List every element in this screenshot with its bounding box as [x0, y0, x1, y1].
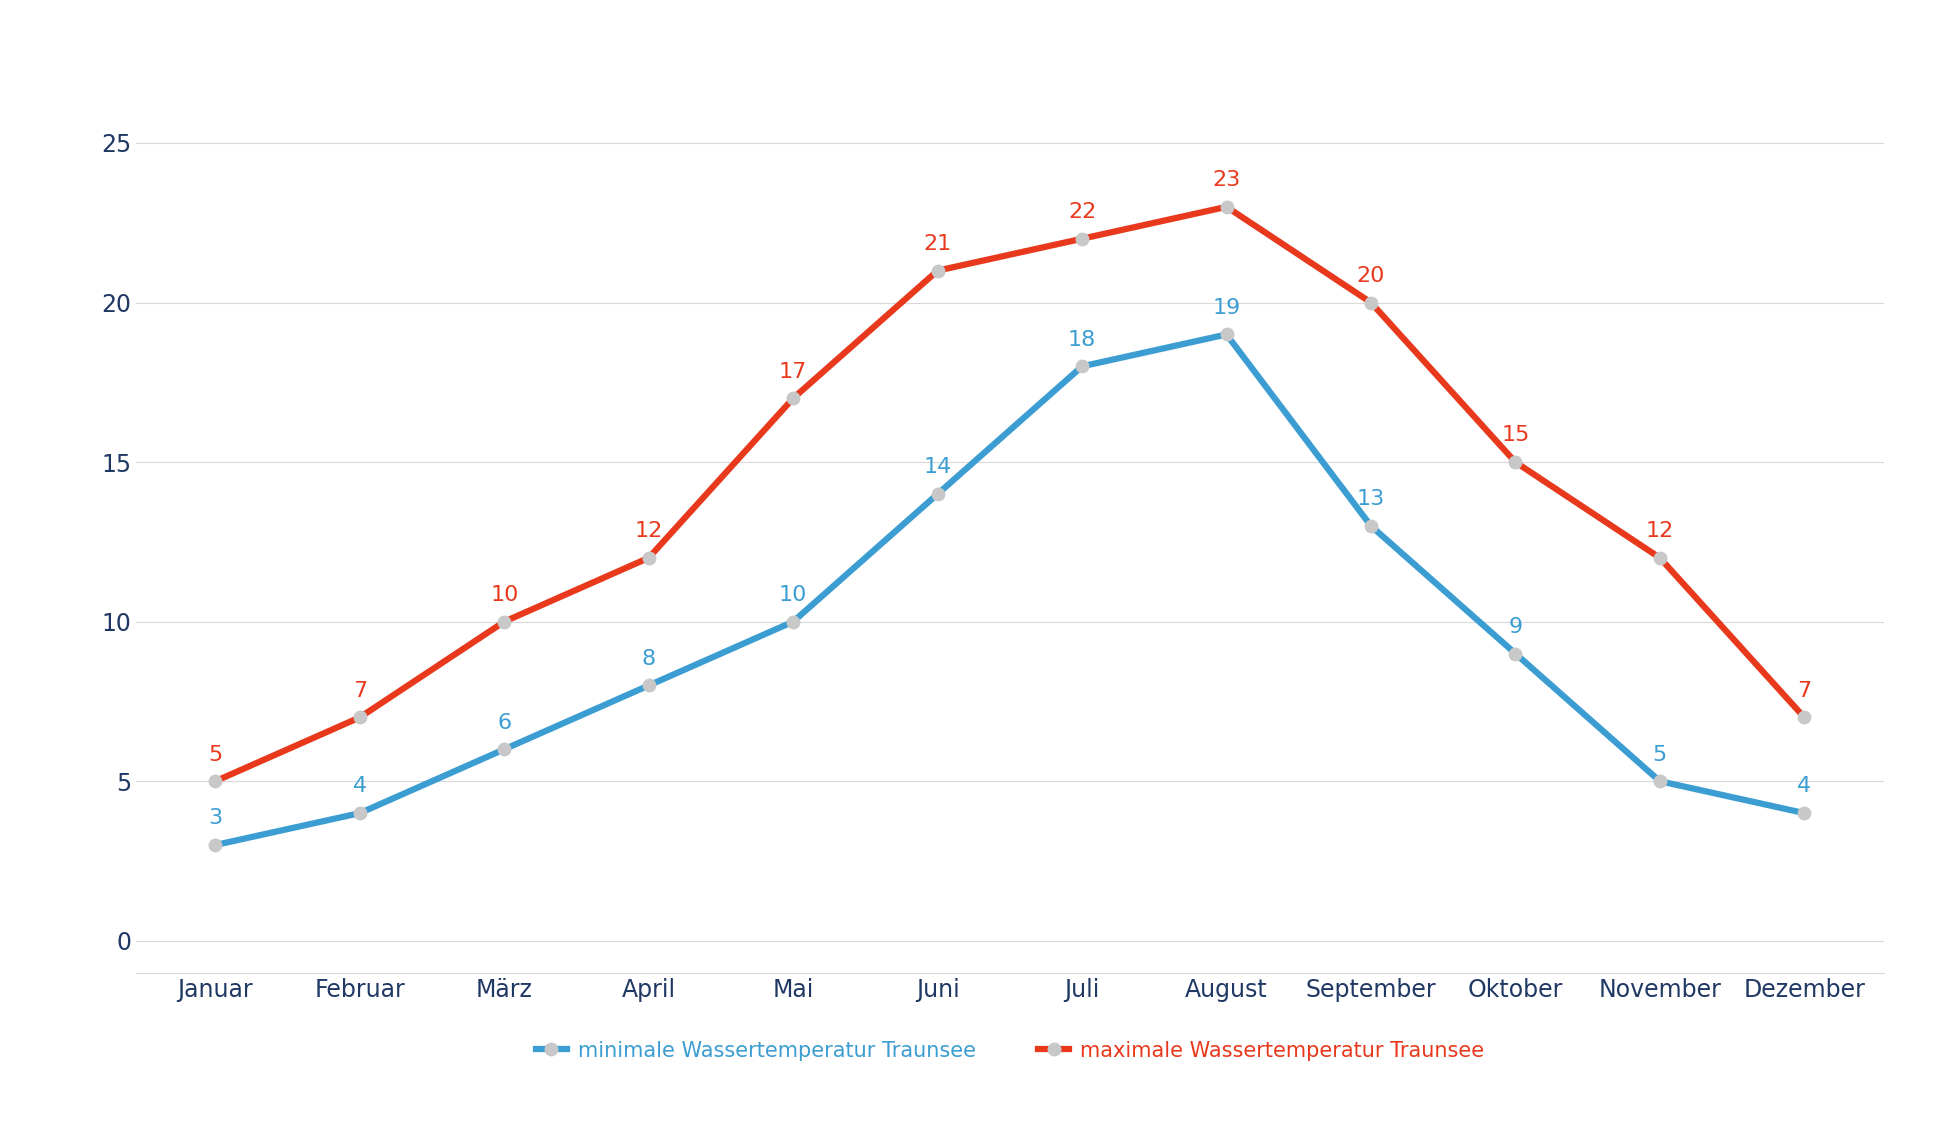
Text: 23: 23 [1212, 170, 1241, 190]
Text: 7: 7 [353, 681, 367, 701]
minimale Wassertemperatur Traunsee [1216, 328, 1239, 342]
maximale Wassertemperatur Traunsee [637, 551, 660, 564]
minimale Wassertemperatur Traunsee [1649, 775, 1672, 788]
Text: 5: 5 [208, 744, 223, 765]
maximale Wassertemperatur Traunsee [1359, 295, 1383, 309]
Text: 7: 7 [1796, 681, 1812, 701]
Line: minimale Wassertemperatur Traunsee: minimale Wassertemperatur Traunsee [210, 328, 1810, 852]
maximale Wassertemperatur Traunsee [1649, 551, 1672, 564]
minimale Wassertemperatur Traunsee [1359, 519, 1383, 533]
minimale Wassertemperatur Traunsee [348, 806, 371, 820]
Text: 21: 21 [924, 234, 952, 254]
maximale Wassertemperatur Traunsee [1792, 710, 1816, 724]
minimale Wassertemperatur Traunsee [637, 679, 660, 692]
maximale Wassertemperatur Traunsee [204, 775, 227, 788]
minimale Wassertemperatur Traunsee [926, 487, 950, 501]
minimale Wassertemperatur Traunsee [493, 743, 517, 757]
minimale Wassertemperatur Traunsee [1070, 360, 1093, 373]
maximale Wassertemperatur Traunsee [493, 615, 517, 629]
Text: 4: 4 [1796, 777, 1812, 796]
Line: maximale Wassertemperatur Traunsee: maximale Wassertemperatur Traunsee [210, 200, 1810, 787]
maximale Wassertemperatur Traunsee [1503, 456, 1526, 469]
Text: 8: 8 [641, 649, 656, 668]
Text: 3: 3 [208, 809, 223, 828]
Text: 12: 12 [635, 521, 662, 541]
Text: 12: 12 [1645, 521, 1674, 541]
Text: 19: 19 [1212, 297, 1241, 318]
Text: 22: 22 [1068, 202, 1095, 222]
maximale Wassertemperatur Traunsee [1070, 232, 1093, 245]
Text: 13: 13 [1357, 490, 1385, 509]
Text: 10: 10 [489, 585, 519, 605]
maximale Wassertemperatur Traunsee [348, 710, 371, 724]
Text: 14: 14 [924, 457, 952, 477]
minimale Wassertemperatur Traunsee [1792, 806, 1816, 820]
Text: 18: 18 [1068, 330, 1095, 349]
Text: 9: 9 [1509, 616, 1523, 637]
Text: 20: 20 [1357, 266, 1385, 286]
Legend: minimale Wassertemperatur Traunsee, maximale Wassertemperatur Traunsee: minimale Wassertemperatur Traunsee, maxi… [528, 1033, 1491, 1070]
minimale Wassertemperatur Traunsee [1503, 647, 1526, 661]
Text: 5: 5 [1653, 744, 1666, 765]
minimale Wassertemperatur Traunsee [204, 838, 227, 852]
Text: 15: 15 [1501, 425, 1530, 446]
maximale Wassertemperatur Traunsee [926, 264, 950, 277]
Text: 17: 17 [779, 362, 808, 381]
Text: 6: 6 [497, 713, 511, 733]
minimale Wassertemperatur Traunsee [781, 615, 804, 629]
maximale Wassertemperatur Traunsee [781, 391, 804, 405]
Text: 10: 10 [779, 585, 808, 605]
maximale Wassertemperatur Traunsee [1216, 200, 1239, 214]
Text: 4: 4 [353, 777, 367, 796]
